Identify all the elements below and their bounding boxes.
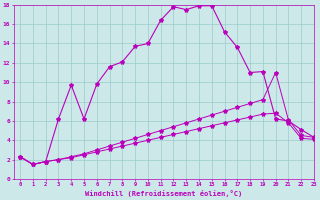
X-axis label: Windchill (Refroidissement éolien,°C): Windchill (Refroidissement éolien,°C) (85, 190, 243, 197)
